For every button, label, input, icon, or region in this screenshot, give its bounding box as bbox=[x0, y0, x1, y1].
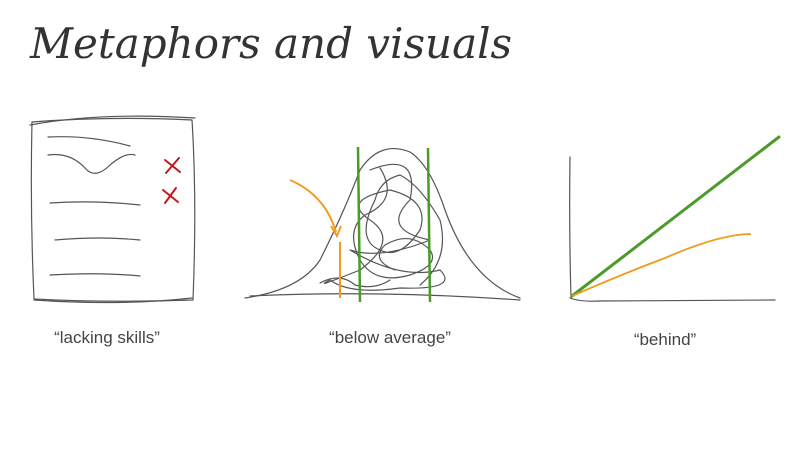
caption: “lacking skills” bbox=[54, 328, 160, 347]
bell-curve-sketch bbox=[244, 146, 521, 303]
document-sketch bbox=[29, 115, 196, 304]
slide-title: Metaphors and visuals bbox=[29, 19, 512, 68]
growth-sketch bbox=[569, 135, 781, 302]
caption: “below average” bbox=[329, 328, 451, 347]
caption: “behind” bbox=[634, 330, 697, 349]
